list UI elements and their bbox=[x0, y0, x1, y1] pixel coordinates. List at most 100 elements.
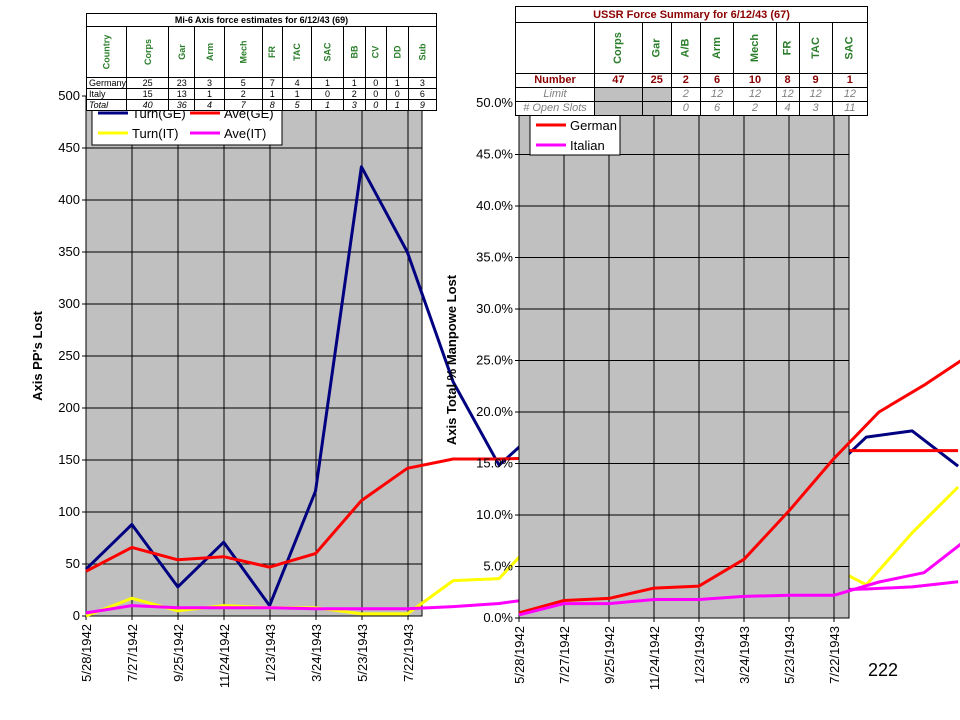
table-cell: 1 bbox=[832, 74, 867, 88]
x-tick-label: 3/24/1943 bbox=[737, 626, 752, 684]
table-cell: 0 bbox=[671, 102, 700, 116]
table-cell: 5 bbox=[224, 78, 262, 89]
table-cell: 0 bbox=[312, 89, 343, 100]
table-cell: 2 bbox=[734, 102, 776, 116]
x-tick-label: 5/23/1943 bbox=[782, 626, 797, 684]
table-row: # Open Slots 0 6 2 4 3 11 bbox=[516, 102, 868, 116]
table-cell: 5 bbox=[282, 100, 312, 111]
y-tick-label: 250 bbox=[58, 348, 80, 363]
table-cell: 9 bbox=[799, 74, 832, 88]
table-cell: 4 bbox=[776, 102, 799, 116]
table-cell: 4 bbox=[195, 100, 225, 111]
table-row: Total 40 36 4 7 8 5 1 3 0 1 9 bbox=[87, 100, 437, 111]
x-tick-label: 11/24/1942 bbox=[217, 624, 232, 688]
axis-table-header: SAC bbox=[323, 42, 333, 61]
table-cell: 12 bbox=[734, 88, 776, 102]
ussr-table-header: Mech bbox=[749, 34, 761, 62]
table-cell: 7 bbox=[262, 78, 282, 89]
table-row: Limit 2 12 12 12 12 12 bbox=[516, 88, 868, 102]
table-cell: 0 bbox=[365, 100, 386, 111]
table-cell: 3 bbox=[408, 78, 436, 89]
axis-table-title: Mi-6 Axis force estimates for 6/12/43 (6… bbox=[87, 14, 437, 27]
x-tick-label: 1/23/1943 bbox=[263, 624, 278, 682]
table-cell: 12 bbox=[799, 88, 832, 102]
x-tick-label: 7/22/1943 bbox=[401, 624, 416, 682]
table-cell: 6 bbox=[700, 102, 734, 116]
table-cell: 12 bbox=[832, 88, 867, 102]
x-tick-label: 9/25/1942 bbox=[602, 626, 617, 684]
y-tick-label: 150 bbox=[58, 452, 80, 467]
table-cell: 3 bbox=[799, 102, 832, 116]
table-cell: 10 bbox=[734, 74, 776, 88]
y-tick-label: 20.0% bbox=[476, 404, 513, 419]
table-cell: 0 bbox=[386, 89, 408, 100]
table-cell: 4 bbox=[282, 78, 312, 89]
chart-2: 0.0%5.0%10.0%15.0%20.0%25.0%30.0%35.0%40… bbox=[444, 95, 960, 690]
table-cell: 6 bbox=[408, 89, 436, 100]
ussr-table-header: Corps bbox=[612, 32, 624, 64]
row-label: # Open Slots bbox=[516, 102, 595, 116]
table-cell: 2 bbox=[343, 89, 365, 100]
table-cell: 15 bbox=[127, 89, 169, 100]
table-cell: 13 bbox=[169, 89, 195, 100]
table-cell: 40 bbox=[127, 100, 169, 111]
ussr-table-header: TAC bbox=[810, 37, 822, 59]
legend-entry: Italian bbox=[570, 138, 605, 153]
table-cell: 2 bbox=[671, 88, 700, 102]
ussr-table-header: FR bbox=[782, 41, 794, 56]
table-cell: 1 bbox=[195, 89, 225, 100]
legend-entry: Turn(IT) bbox=[132, 126, 178, 141]
y-tick-label: 500 bbox=[58, 88, 80, 103]
table-row: Germany 25 23 3 5 7 4 1 1 0 1 3 bbox=[87, 78, 437, 89]
row-label: Germany bbox=[87, 78, 127, 89]
y-tick-label: 200 bbox=[58, 400, 80, 415]
y-tick-label: 15.0% bbox=[476, 456, 513, 471]
y-tick-label: 100 bbox=[58, 504, 80, 519]
ussr-force-table: USSR Force Summary for 6/12/43 (67) Corp… bbox=[515, 6, 868, 116]
table-cell: 6 bbox=[700, 74, 734, 88]
ussr-table-header: A/B bbox=[680, 39, 692, 58]
table-cell: 23 bbox=[169, 78, 195, 89]
y-tick-label: 45.0% bbox=[476, 147, 513, 162]
table-cell: 1 bbox=[343, 78, 365, 89]
table-cell: 9 bbox=[408, 100, 436, 111]
x-tick-label: 3/24/1943 bbox=[309, 624, 324, 682]
ussr-table-header: Gar bbox=[651, 39, 663, 58]
table-cell: 1 bbox=[386, 100, 408, 111]
y-tick-label: 10.0% bbox=[476, 507, 513, 522]
table-cell: 47 bbox=[595, 74, 643, 88]
y-tick-label: 35.0% bbox=[476, 250, 513, 265]
y-tick-label: 300 bbox=[58, 296, 80, 311]
y-tick-label: 30.0% bbox=[476, 301, 513, 316]
table-cell: 11 bbox=[832, 102, 867, 116]
y-axis-label: Axis PP's Lost bbox=[30, 310, 45, 400]
table-cell: 1 bbox=[312, 100, 343, 111]
x-tick-label: 9/25/1942 bbox=[171, 624, 186, 682]
table-cell bbox=[642, 102, 671, 116]
table-cell: 3 bbox=[195, 78, 225, 89]
legend: German Italian bbox=[530, 113, 620, 155]
axis-table-header: BB bbox=[349, 46, 359, 59]
table-cell bbox=[595, 88, 643, 102]
y-tick-label: 40.0% bbox=[476, 198, 513, 213]
x-tick-label: 7/27/1942 bbox=[557, 626, 572, 684]
table-cell: 12 bbox=[700, 88, 734, 102]
x-tick-label: 11/24/1942 bbox=[647, 626, 662, 690]
table-cell: 8 bbox=[776, 74, 799, 88]
table-cell: 2 bbox=[224, 89, 262, 100]
axis-table-header: Corps bbox=[143, 39, 153, 65]
table-cell: 1 bbox=[312, 78, 343, 89]
x-tick-label: 5/28/1942 bbox=[512, 626, 527, 684]
axis-table-header: CV bbox=[371, 46, 381, 59]
legend-entry: German bbox=[570, 118, 617, 133]
table-cell: 0 bbox=[365, 89, 386, 100]
table-cell: 12 bbox=[776, 88, 799, 102]
axis-table-header: DD bbox=[392, 46, 402, 59]
y-tick-label: 350 bbox=[58, 244, 80, 259]
y-tick-label: 450 bbox=[58, 140, 80, 155]
axis-force-table: Mi-6 Axis force estimates for 6/12/43 (6… bbox=[86, 13, 437, 111]
x-tick-label: 5/23/1943 bbox=[355, 624, 370, 682]
table-cell: 1 bbox=[282, 89, 312, 100]
x-tick-label: 7/22/1943 bbox=[827, 626, 842, 684]
axis-table-header: Sub bbox=[417, 44, 427, 61]
